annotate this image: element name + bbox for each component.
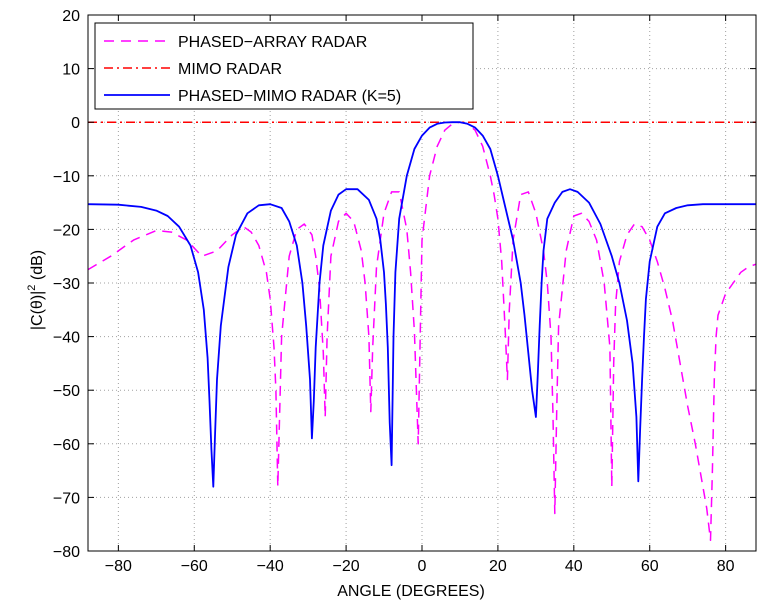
y-tick-label: 10: [62, 62, 80, 79]
y-axis-label: |C(θ)|2 (dB): [26, 250, 46, 330]
x-tick-label: −40: [257, 558, 284, 575]
y-axis-label-superscript: 2: [26, 285, 38, 291]
x-tick-label: −80: [105, 558, 132, 575]
y-tick-label: −70: [53, 490, 80, 507]
series-phased-mimo-line: [87, 121, 756, 488]
legend-label-mimo: MIMO RADAR: [178, 61, 282, 78]
x-tick-label: −20: [333, 558, 360, 575]
x-tick-label: 0: [418, 558, 427, 575]
axis-ticks: −80 −60 −40 −20 0 20 40 60 80 20 10 0 −10 −20 −30 −40 −5…: [53, 8, 756, 575]
legend-label-phased-mimo: PHASED−MIMO RADAR (K=5): [178, 88, 401, 105]
y-tick-label: −50: [53, 383, 80, 400]
x-tick-label: 80: [717, 558, 735, 575]
plot-series: [87, 121, 757, 542]
legend: PHASED−ARRAY RADAR MIMO RADAR PHASED−MIM…: [94, 22, 474, 110]
y-axis-label-main: |C(θ)|: [29, 291, 46, 330]
y-tick-label: 0: [71, 115, 80, 132]
x-tick-label: 60: [641, 558, 659, 575]
y-tick-label: −40: [53, 330, 80, 347]
x-tick-label: 20: [489, 558, 507, 575]
series-phased-array-line: [87, 121, 757, 542]
y-tick-label: −60: [53, 437, 80, 454]
y-axis-label-unit: (dB): [29, 250, 46, 285]
y-tick-label: −10: [53, 169, 80, 186]
y-tick-label: 20: [62, 8, 80, 25]
legend-label-phased-array: PHASED−ARRAY RADAR: [178, 34, 367, 51]
y-tick-label: −20: [53, 222, 80, 239]
x-tick-label: −60: [181, 558, 208, 575]
y-tick-label: −30: [53, 276, 80, 293]
y-tick-label: −80: [53, 544, 80, 561]
x-tick-label: 40: [565, 558, 583, 575]
x-axis-label: ANGLE (DEGREES): [337, 583, 485, 600]
